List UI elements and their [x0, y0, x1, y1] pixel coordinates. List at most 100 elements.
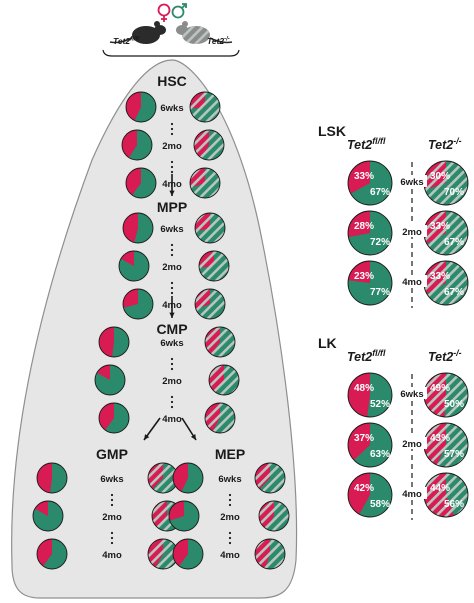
arrow-cmp-mep-head: [190, 434, 196, 440]
pct-label: 43%: [430, 433, 450, 444]
panel-timepoint: 4mo: [402, 277, 422, 288]
pie-hsc-ko-2: [189, 167, 221, 199]
dot: [170, 367, 174, 371]
pie-mep-wt-1-red-wedge: [168, 501, 184, 521]
pie-cmp-ko-1: [208, 364, 240, 396]
pie-lk-ko-0: [423, 372, 469, 418]
pie-lsk-ko-1: [423, 210, 469, 256]
pct-label: 57%: [444, 449, 464, 460]
pie-cmp-wt-2: [98, 402, 130, 434]
pie-hsc-ko-1: [193, 129, 225, 161]
pie-hsc-ko-0: [189, 91, 221, 123]
pie-lsk-wt-0-red-wedge: [348, 161, 370, 194]
pie-lk-wt-0: [347, 372, 393, 418]
panel-label-wt-lk: Tet2fl/fl: [347, 348, 386, 364]
timepoint-label: 2mo: [162, 141, 182, 152]
pie-gmp-ko-2: [147, 538, 179, 570]
pie-cmp-wt-0: [98, 326, 130, 358]
arrow-mpp-cmp-head: [169, 312, 175, 318]
timepoint-label: 6wks: [160, 338, 183, 349]
pie-mep-ko-1: [258, 500, 290, 532]
panel-label-ko-lsk: Tet2-/-: [428, 136, 462, 152]
dot: [170, 286, 174, 290]
timepoint-label: 4mo: [102, 550, 122, 561]
timepoint-label: 4mo: [162, 414, 182, 425]
dot: [228, 531, 232, 535]
timepoint-label: 6wks: [160, 103, 183, 114]
pct-label: 67%: [370, 187, 390, 198]
mice-header: Tet2fl/fl Tet2-/-: [102, 3, 240, 57]
dot: [228, 498, 232, 502]
pie-gmp-wt-1: [32, 500, 64, 532]
arrow-hsc-mpp-head: [169, 190, 175, 196]
timepoint-label: 2mo: [162, 262, 182, 273]
pie-lk-wt-1-red-wedge: [347, 423, 370, 461]
pct-label: 33%: [430, 271, 450, 282]
pie-lsk-wt-2-red-wedge: [348, 261, 370, 283]
dot: [110, 503, 114, 507]
panel-timepoint: 4mo: [402, 489, 422, 500]
stage-label-cmp: CMP: [156, 321, 187, 337]
panel-title-lsk: LSK: [318, 123, 346, 139]
pie-gmp-wt-2: [36, 538, 68, 570]
timepoint-label: 4mo: [220, 550, 240, 561]
pct-label: 30%: [430, 171, 450, 182]
panel-label-wt-lsk: Tet2fl/fl: [347, 136, 386, 152]
dot: [228, 503, 232, 507]
arrow-cmp-gmp-head: [144, 434, 150, 440]
timepoint-label: 6wks: [160, 224, 183, 235]
dot: [228, 541, 232, 545]
pct-label: 28%: [354, 221, 374, 232]
pie-mpp-ko-0: [194, 212, 226, 244]
timepoint-label: 2mo: [102, 512, 122, 523]
knockout-mouse-icon: [176, 21, 233, 44]
dot: [170, 281, 174, 285]
panel-timepoint: 2mo: [402, 439, 422, 450]
pie-gmp-ko-0: [147, 462, 179, 494]
dot: [110, 536, 114, 540]
pie-cmp-wt-1: [94, 364, 126, 396]
lineage-panel: [11, 59, 298, 599]
pie-mep-ko-2: [254, 538, 286, 570]
pie-cmp-ko-2: [204, 402, 236, 434]
pct-label: 67%: [444, 287, 464, 298]
pie-cmp-ko-0: [204, 326, 236, 358]
panel-timepoint: 6wks: [400, 389, 423, 400]
pct-label: 37%: [354, 433, 374, 444]
pct-label: 42%: [354, 483, 374, 494]
timepoint-label: 6wks: [218, 474, 241, 485]
pie-mep-wt-0: [172, 462, 204, 494]
panel-timepoint: 2mo: [402, 227, 422, 238]
pie-mpp-wt-2-red-wedge: [123, 289, 138, 308]
dot: [228, 536, 232, 540]
pie-lk-wt-1: [347, 422, 393, 468]
dot: [110, 493, 114, 497]
pct-label: 77%: [370, 287, 390, 298]
pct-label: 49%: [430, 383, 450, 394]
timepoint-label: 2mo: [220, 512, 240, 523]
pct-label: 50%: [444, 399, 464, 410]
dot: [170, 291, 174, 295]
dot: [170, 395, 174, 399]
dot: [170, 127, 174, 131]
timepoint-label: 6wks: [100, 474, 123, 485]
pie-lsk-ko-2: [423, 260, 469, 306]
pie-lsk-wt-1-red-wedge: [347, 211, 370, 238]
dot: [170, 248, 174, 252]
pct-label: 33%: [430, 221, 450, 232]
stage-label-gmp: GMP: [96, 446, 128, 462]
pie-mep-wt-2: [172, 538, 204, 570]
mouse-label-wt: Tet2fl/fl: [113, 36, 139, 46]
pct-label: 67%: [444, 237, 464, 248]
pie-mpp-wt-2: [122, 288, 154, 320]
pie-mpp-ko-2: [194, 288, 226, 320]
pct-label: 58%: [370, 499, 390, 510]
panel-label-ko-lk: Tet2-/-: [428, 348, 462, 364]
dot: [110, 498, 114, 502]
lineage-diagram: HSC6wks2mo4moMPP6wks2mo4moCMP6wks2mo4moG…: [32, 73, 290, 570]
pie-mpp-wt-1: [118, 250, 150, 282]
pct-label: 23%: [354, 271, 374, 282]
pie-lk-ko-1: [423, 422, 469, 468]
pie-gmp-wt-2-red-wedge: [37, 539, 52, 567]
